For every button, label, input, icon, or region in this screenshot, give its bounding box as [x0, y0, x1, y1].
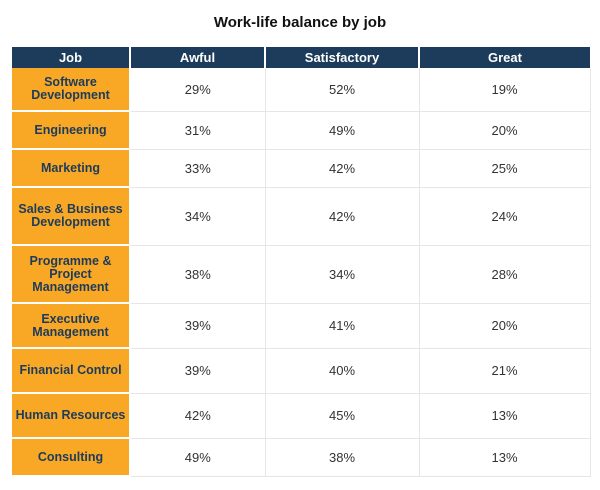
table-row: Programme & Project Management 38% 34% 2…: [12, 245, 591, 304]
cell-awful: 39%: [130, 303, 266, 349]
table-row: Engineering 31% 49% 20%: [12, 111, 591, 150]
cell-satisfactory: 45%: [265, 393, 420, 439]
job-label: Marketing: [12, 149, 131, 188]
cell-awful: 29%: [130, 68, 266, 112]
cell-awful: 49%: [130, 438, 266, 477]
job-label: Financial Control: [12, 348, 131, 394]
cell-awful: 34%: [130, 187, 266, 246]
cell-satisfactory: 49%: [265, 111, 420, 150]
cell-great: 13%: [419, 393, 591, 439]
cell-satisfactory: 52%: [265, 68, 420, 112]
cell-awful: 39%: [130, 348, 266, 394]
table-row: Consulting 49% 38% 13%: [12, 438, 591, 477]
cell-awful: 38%: [130, 245, 266, 304]
cell-awful: 42%: [130, 393, 266, 439]
cell-satisfactory: 40%: [265, 348, 420, 394]
cell-awful: 33%: [130, 149, 266, 188]
header-satisfactory: Satisfactory: [265, 47, 420, 68]
job-label: Engineering: [12, 111, 131, 150]
cell-satisfactory: 42%: [265, 187, 420, 246]
header-job: Job: [12, 47, 131, 68]
header-row: Job Awful Satisfactory Great: [12, 47, 590, 68]
cell-satisfactory: 34%: [265, 245, 420, 304]
table-row: Human Resources 42% 45% 13%: [12, 393, 591, 439]
cell-great: 20%: [419, 303, 591, 349]
job-label: Sales & Business Development: [12, 187, 131, 246]
job-label: Executive Management: [12, 303, 131, 349]
job-label: Consulting: [12, 438, 131, 477]
cell-awful: 31%: [130, 111, 266, 150]
table-row: Financial Control 39% 40% 21%: [12, 348, 591, 394]
chart-title: Work-life balance by job: [213, 14, 387, 31]
job-label: Software Development: [12, 68, 131, 112]
cell-great: 24%: [419, 187, 591, 246]
cell-great: 21%: [419, 348, 591, 394]
job-label: Programme & Project Management: [12, 245, 131, 304]
job-label: Human Resources: [12, 393, 131, 439]
table-row: Marketing 33% 42% 25%: [12, 149, 591, 188]
cell-satisfactory: 41%: [265, 303, 420, 349]
work-life-table: Job Awful Satisfactory Great Software De…: [12, 47, 591, 477]
cell-great: 28%: [419, 245, 591, 304]
cell-great: 25%: [419, 149, 591, 188]
header-awful: Awful: [130, 47, 266, 68]
cell-great: 20%: [419, 111, 591, 150]
header-great: Great: [419, 47, 590, 68]
table-row: Sales & Business Development 34% 42% 24%: [12, 187, 591, 246]
cell-great: 13%: [419, 438, 591, 477]
cell-satisfactory: 38%: [265, 438, 420, 477]
cell-satisfactory: 42%: [265, 149, 420, 188]
table-row: Software Development 29% 52% 19%: [12, 68, 591, 112]
table-row: Executive Management 39% 41% 20%: [12, 303, 591, 349]
cell-great: 19%: [419, 68, 591, 112]
